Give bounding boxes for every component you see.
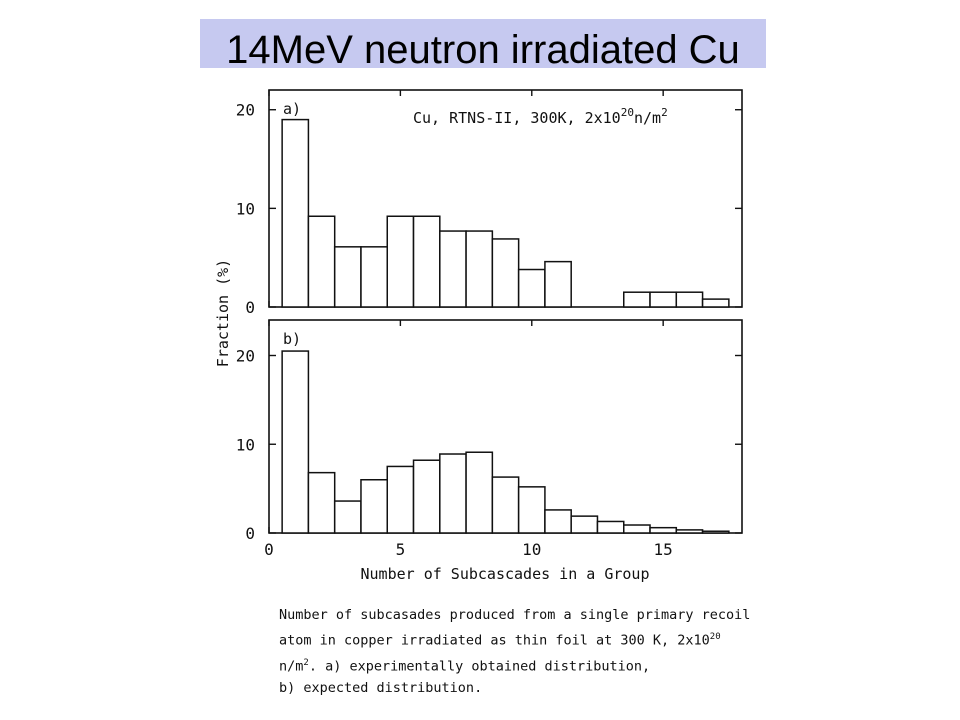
caption-text-2: atom in copper irradiated as thin foil a… bbox=[279, 632, 710, 649]
annotation-part: n/m bbox=[634, 109, 661, 127]
y-tick-label: 10 bbox=[236, 435, 255, 454]
histogram-bar bbox=[333, 500, 362, 534]
histogram-bar bbox=[465, 230, 494, 308]
x-tick-label: 15 bbox=[654, 540, 673, 559]
histogram-bar bbox=[439, 230, 467, 308]
histogram-bar bbox=[701, 530, 730, 534]
caption-exp-20: 20 bbox=[709, 632, 721, 642]
annotation-part: 2 bbox=[661, 106, 668, 119]
y-tick-label: 0 bbox=[245, 524, 255, 543]
histogram-bar bbox=[517, 268, 546, 308]
histogram-bar bbox=[596, 520, 625, 534]
y-tick-label: 10 bbox=[236, 199, 255, 218]
histogram-bar bbox=[491, 476, 520, 534]
caption-line-1: Number of subcasades produced from a sin… bbox=[279, 604, 799, 626]
panel-annotation: Cu, RTNS-II, 300K, 2x1020n/m2 bbox=[413, 106, 668, 127]
histogram-bar bbox=[544, 260, 572, 308]
caption-line-3: n/m2. a) experimentally obtained distrib… bbox=[279, 652, 799, 678]
caption-text-1: Number of subcasades produced from a sin… bbox=[279, 607, 751, 623]
caption-text-3a: n/m bbox=[279, 658, 304, 674]
histogram-bar bbox=[386, 465, 415, 534]
caption-line-4: b) expected distribution. bbox=[279, 677, 799, 699]
histogram-bar bbox=[623, 291, 651, 308]
histogram-bar bbox=[439, 453, 467, 534]
histogram-bar bbox=[701, 298, 730, 308]
histogram-bar bbox=[360, 479, 389, 534]
annotation-part: II bbox=[494, 109, 512, 127]
panel-b: 0 10 20 b) bbox=[236, 319, 743, 543]
panel-label: b) bbox=[283, 330, 301, 348]
histogram-bar bbox=[412, 459, 441, 534]
histogram-bar bbox=[333, 246, 362, 308]
caption-text-4: b) expected distribution. bbox=[279, 680, 483, 696]
histogram-bar bbox=[491, 238, 520, 308]
histogram-bar bbox=[360, 246, 389, 308]
histogram-bar bbox=[281, 350, 310, 534]
x-tick-label: 0 bbox=[264, 540, 274, 559]
y-tick-label: 20 bbox=[236, 101, 255, 120]
annotation-part: , 300K, 2x10 bbox=[512, 109, 620, 127]
x-axis-label: Number of Subcascades in a Group bbox=[361, 565, 650, 583]
histogram-bar bbox=[307, 215, 336, 308]
histogram-bar bbox=[412, 215, 441, 308]
slide-title: 14MeV neutron irradiated Cu bbox=[226, 27, 740, 72]
histogram-bar bbox=[517, 486, 546, 534]
histogram-bar bbox=[649, 291, 678, 308]
histogram-bar bbox=[623, 524, 651, 534]
caption-line-2: atom in copper irradiated as thin foil a… bbox=[279, 626, 799, 652]
y-axis-label: Fraction (%) bbox=[214, 259, 232, 367]
annotation-part: Cu, RTNS- bbox=[413, 109, 494, 127]
histogram-bar bbox=[570, 515, 599, 534]
histogram-bar bbox=[649, 526, 678, 534]
caption-text-3b: . a) experimentally obtained distributio… bbox=[308, 658, 651, 674]
caption-exp-2: 2 bbox=[303, 657, 309, 668]
histogram-bar bbox=[386, 215, 415, 308]
panel-label: a) bbox=[283, 100, 301, 118]
histogram-bar bbox=[465, 451, 494, 534]
annotation-part: 20 bbox=[621, 106, 634, 119]
y-tick-label: 0 bbox=[245, 298, 255, 317]
histogram-bar bbox=[307, 471, 336, 534]
histogram-bar bbox=[675, 529, 704, 534]
histogram-bar bbox=[281, 118, 310, 308]
x-tick-label: 10 bbox=[522, 540, 541, 559]
histogram-bar bbox=[544, 509, 572, 534]
figure-caption: Number of subcasades produced from a sin… bbox=[279, 604, 799, 699]
histogram-bar bbox=[675, 291, 704, 308]
y-tick-label: 20 bbox=[236, 347, 255, 366]
x-tick-label: 5 bbox=[396, 540, 406, 559]
figure-scan: 0 10 20 a) Cu, RTNS-II, 300K, 2x1020n/m2 0 10… bbox=[181, 68, 793, 708]
